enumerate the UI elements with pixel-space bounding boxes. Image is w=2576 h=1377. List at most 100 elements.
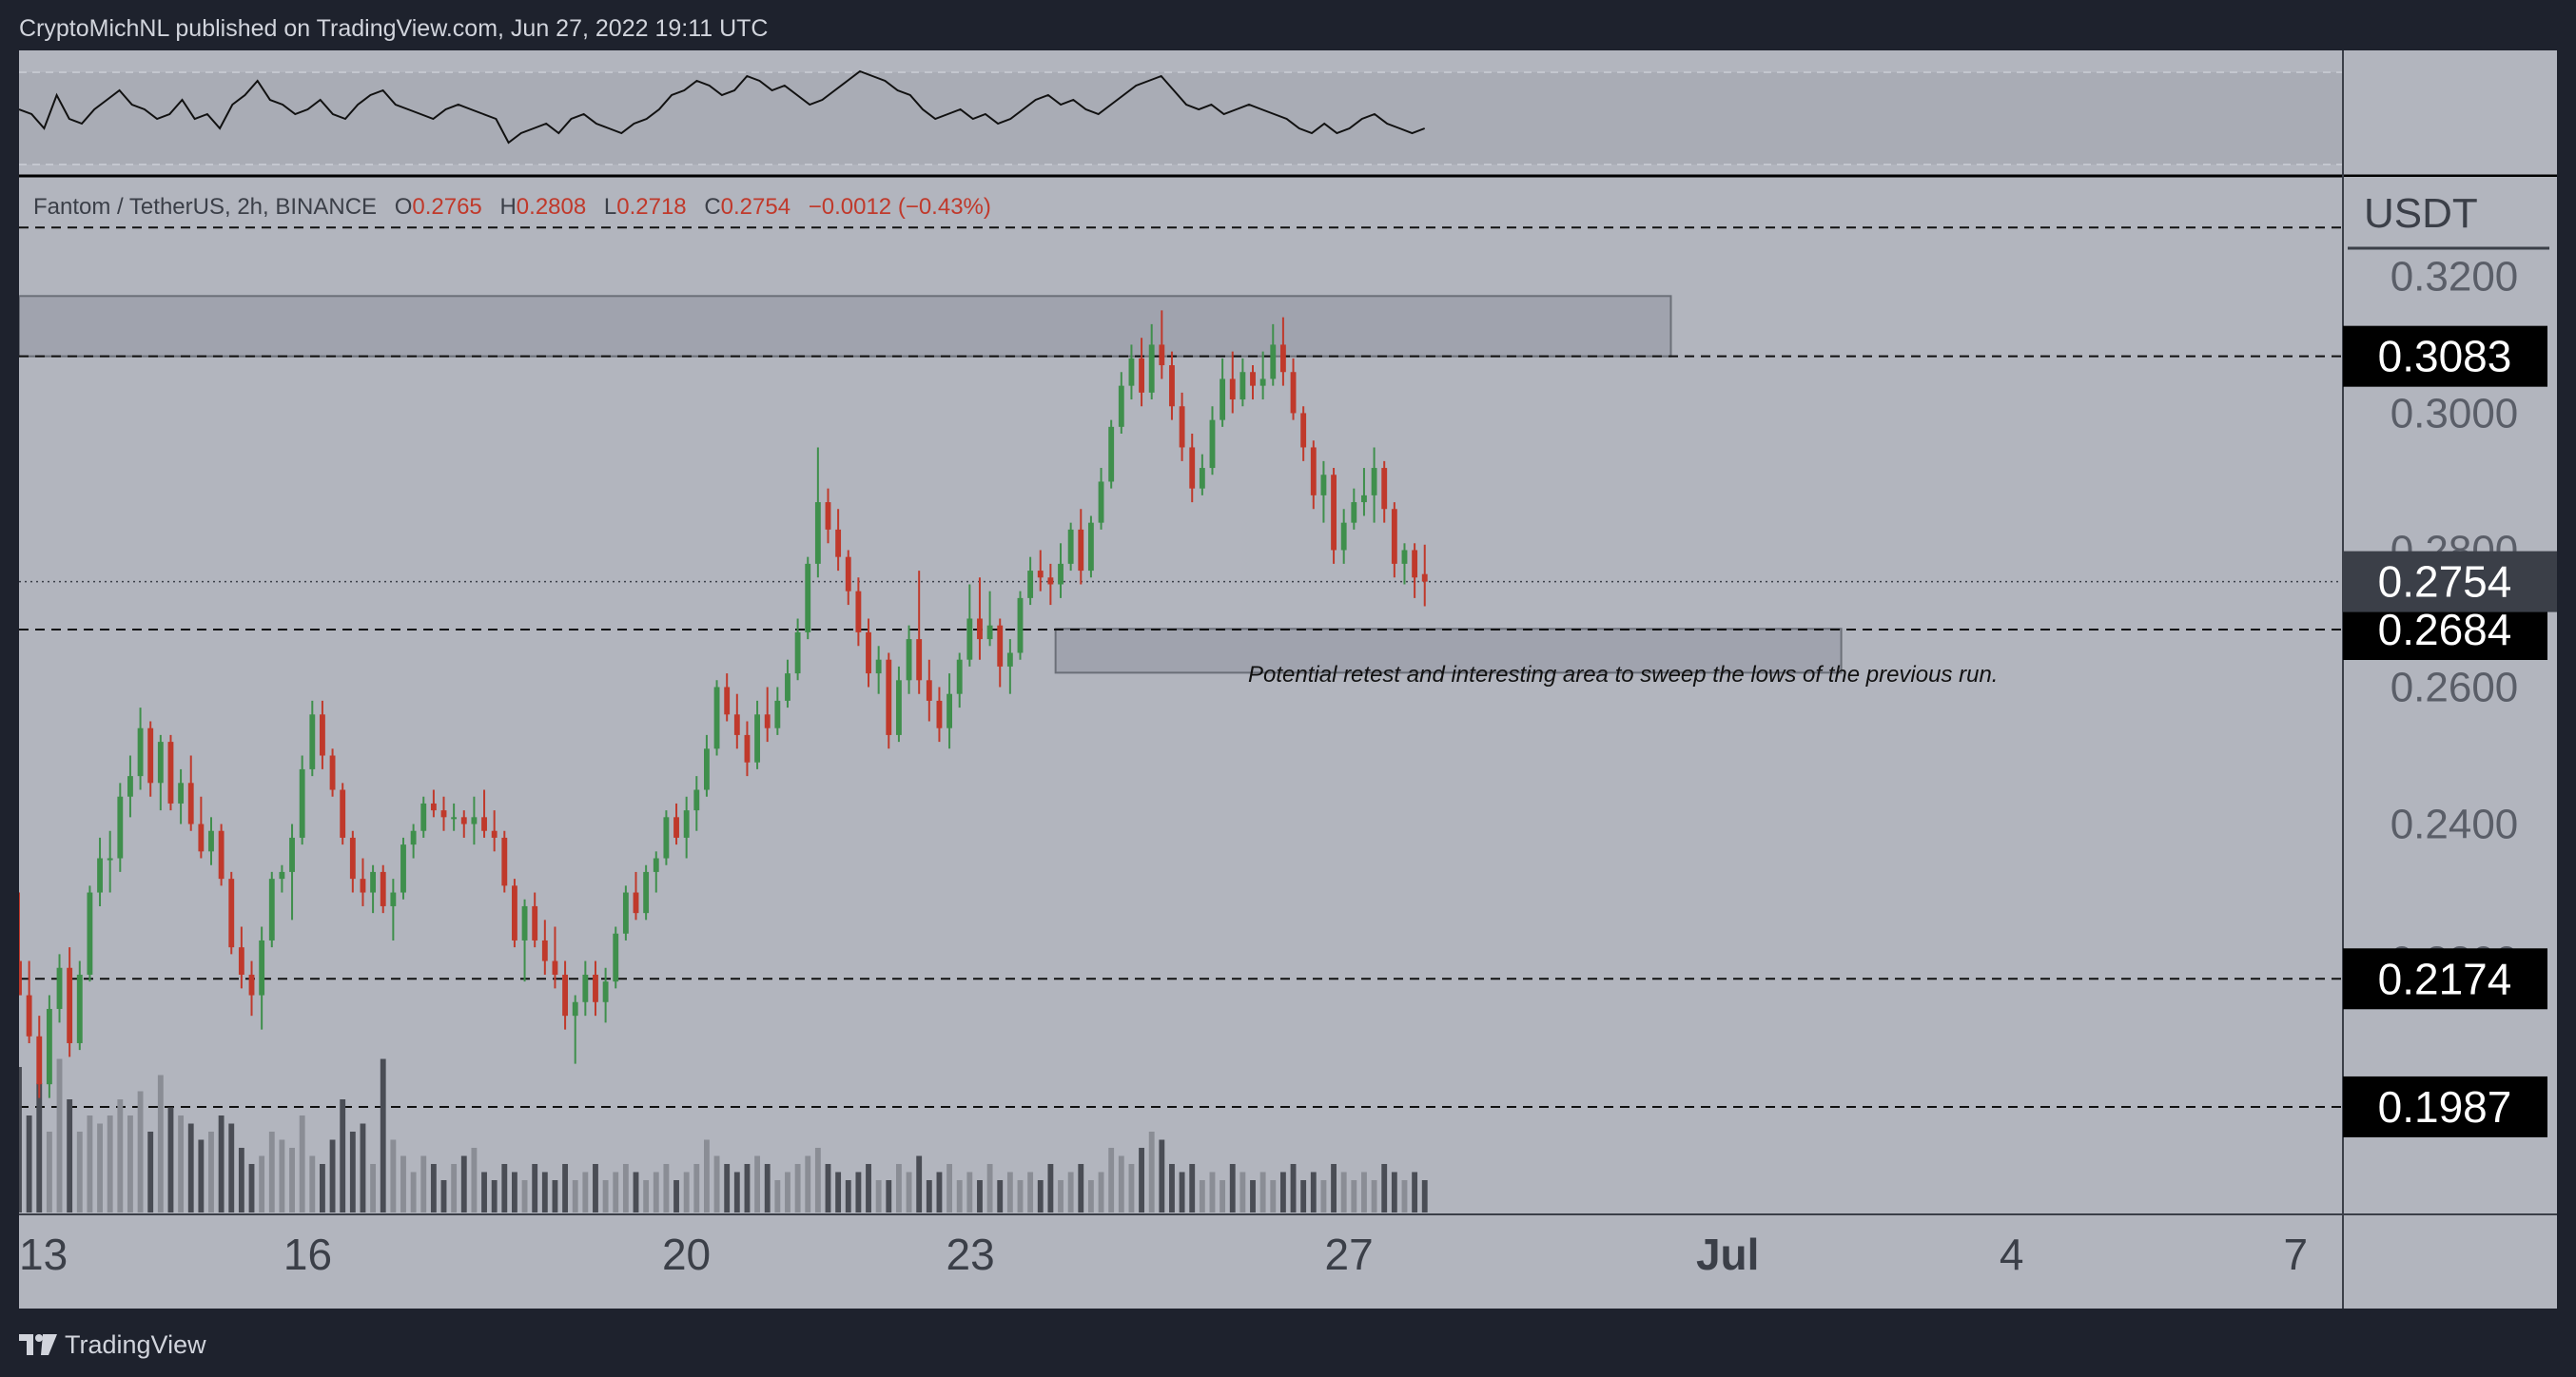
volume-bar	[360, 1123, 366, 1212]
volume-bar	[673, 1180, 679, 1212]
candle-body	[886, 659, 892, 735]
candle-body	[744, 734, 751, 763]
volume-bar	[1310, 1172, 1317, 1212]
volume-bar	[299, 1115, 305, 1212]
volume-bar	[1006, 1172, 1013, 1212]
candle-body	[1340, 522, 1347, 551]
volume-bar	[1381, 1164, 1388, 1212]
candle-body	[552, 960, 558, 975]
candle-body	[117, 796, 124, 859]
candle-body	[733, 714, 740, 735]
candle-body	[279, 871, 285, 880]
candle-body	[663, 817, 670, 859]
candle-body	[512, 885, 517, 941]
low-label: L	[604, 194, 616, 220]
price-chart[interactable]: Potential retest and interesting area to…	[19, 50, 2557, 1309]
candle-body	[289, 837, 295, 872]
candle-body	[1017, 597, 1024, 653]
volume-bar	[1128, 1164, 1135, 1212]
last-price-text: 0.2754	[2378, 557, 2512, 607]
candle-body	[713, 687, 720, 749]
time-tick-label: 16	[283, 1230, 332, 1279]
volume-bar	[774, 1180, 781, 1212]
candle-body	[1159, 344, 1165, 366]
volume-bar	[420, 1155, 427, 1212]
candle-body	[1037, 571, 1044, 578]
candle-body	[966, 618, 973, 660]
volume-bar	[87, 1115, 93, 1212]
volume-bar	[512, 1172, 517, 1212]
candle-body	[906, 639, 912, 681]
candle-body	[26, 995, 32, 1037]
volume-bar	[137, 1091, 144, 1212]
candle-body	[56, 967, 63, 1009]
volume-bar	[491, 1180, 498, 1212]
volume-bar	[1189, 1164, 1196, 1212]
indicator-line	[19, 69, 1426, 145]
volume-bar	[532, 1164, 538, 1212]
candle-body	[1300, 413, 1307, 448]
candle-body	[1006, 652, 1013, 667]
time-axis-ticks: 13 16 20 23 27 Jul 4 7	[19, 1230, 2308, 1279]
volume-bar	[1047, 1164, 1054, 1212]
volume-bar	[814, 1148, 821, 1212]
volume-bar	[97, 1123, 103, 1212]
volume-bar	[1017, 1180, 1024, 1212]
candle-body	[320, 714, 325, 756]
volume-bar	[1371, 1180, 1377, 1212]
price-tick-label: 0.3000	[2391, 390, 2519, 436]
candle-body	[1401, 550, 1408, 564]
symbol-name: Fantom / TetherUS, 2h, BINANCE	[33, 194, 377, 220]
candle-body	[147, 727, 154, 784]
candle-body	[1199, 468, 1205, 489]
volume-bar	[471, 1148, 478, 1212]
candle-body	[946, 693, 952, 728]
volume-bar	[663, 1164, 670, 1212]
volume-bar	[76, 1132, 83, 1212]
candle-body	[76, 974, 83, 1043]
candle-body	[1148, 344, 1155, 393]
candle-body	[1118, 385, 1124, 427]
volume-bar	[744, 1164, 751, 1212]
candle-body	[1209, 419, 1216, 469]
volume-bar	[693, 1164, 700, 1212]
volume-bar	[997, 1180, 1004, 1212]
candle-body	[764, 714, 771, 728]
candle-body	[1108, 426, 1115, 482]
publish-header: CryptoMichNL published on TradingView.co…	[19, 13, 768, 44]
chart-frame[interactable]: Potential retest and interesting area to…	[19, 50, 2557, 1309]
candle-body	[805, 563, 811, 632]
volume-bar	[501, 1164, 508, 1212]
volume-bar	[946, 1164, 952, 1212]
candle-body	[87, 892, 93, 975]
candle-body	[360, 879, 366, 893]
candle-body	[936, 700, 943, 728]
candle-body	[471, 817, 478, 824]
candle-body	[1320, 475, 1327, 495]
candle-body	[329, 755, 336, 790]
volume-bar	[380, 1058, 386, 1212]
candle-body	[430, 803, 437, 811]
volume-bar	[1118, 1155, 1124, 1212]
candle-body	[67, 967, 73, 1043]
candle-body	[926, 680, 932, 701]
volume-bar	[1250, 1180, 1256, 1212]
price-tick-label: 0.2400	[2391, 802, 2519, 848]
volume-bar	[643, 1180, 650, 1212]
volume-bar	[521, 1180, 528, 1212]
volume-bar	[1421, 1180, 1428, 1212]
volume-bar	[390, 1139, 397, 1212]
volume-bar	[653, 1172, 659, 1212]
volume-bar	[886, 1180, 892, 1212]
high-label: H	[499, 194, 516, 220]
candle-body	[390, 892, 397, 906]
candle-body	[724, 687, 731, 715]
price-tick-label: 0.2600	[2391, 664, 2519, 710]
candle-body	[137, 727, 144, 777]
volume-bar	[1239, 1172, 1246, 1212]
candle-body	[19, 960, 22, 996]
volume-bar	[794, 1164, 801, 1212]
volume-bar	[349, 1132, 356, 1212]
candle-body	[208, 830, 214, 852]
candle-body	[1087, 522, 1094, 572]
